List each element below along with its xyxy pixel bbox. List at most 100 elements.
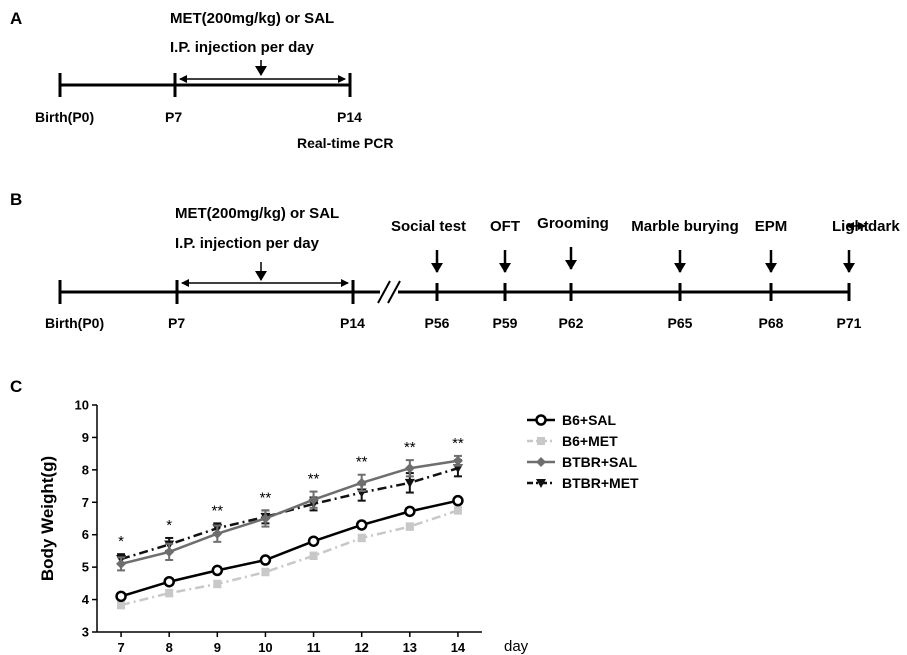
y-tick-label: 9 [82, 430, 89, 445]
panel-b-test-grooming: Grooming P62 [537, 215, 609, 331]
legend-label: B6+MET [562, 433, 618, 449]
data-point [452, 494, 464, 507]
significance-marker: ** [260, 489, 272, 506]
chart-annotations: ************ ** [118, 435, 464, 550]
data-point [116, 558, 127, 569]
panel-a-label-p14: P14 [337, 109, 362, 125]
test-name-dark: dark [868, 218, 900, 235]
y-tick-label: 5 [82, 560, 89, 575]
x-tick-label: 8 [166, 640, 173, 655]
x-tick-label: 12 [354, 640, 368, 655]
panel-b-test-epm: EPM P68 [755, 218, 788, 331]
panel-b-letter: B [10, 190, 22, 209]
legend-label: BTBR+SAL [562, 454, 638, 470]
panel-b-test-oft: OFT P59 [490, 218, 520, 331]
panel-a-label-p7: P7 [165, 109, 182, 125]
legend-item: BTBR+MET [527, 475, 639, 491]
data-point [309, 551, 318, 560]
significance-marker: ** [211, 502, 223, 519]
data-point [164, 546, 175, 557]
series-b6-met [117, 506, 462, 610]
y-tick-label: 7 [82, 495, 89, 510]
test-name-grooming: Grooming [537, 215, 609, 232]
panel-b-label-p7: P7 [168, 315, 185, 331]
y-axis-title: Body Weight(g) [38, 456, 57, 581]
data-point [307, 535, 320, 547]
y-tick-label: 10 [75, 398, 89, 413]
legend-item: B6+MET [527, 433, 618, 449]
series-line [120, 459, 459, 566]
data-point [259, 554, 272, 566]
panel-a-note: Real-time PCR [297, 135, 393, 151]
test-name-epm: EPM [755, 218, 788, 235]
panel-c-letter: C [10, 377, 22, 396]
chart-legend: B6+SAL B6+MET BTBR+SAL BTBR+MET [527, 412, 639, 491]
data-point [212, 528, 223, 539]
data-point [213, 580, 222, 589]
series-b6-sal [115, 494, 464, 603]
test-day-grooming: P62 [559, 315, 584, 331]
panel-b-break-mark-1 [377, 280, 391, 304]
x-tick-label: 7 [117, 640, 124, 655]
series-btbr-sal [116, 454, 463, 572]
panel-b-test-social: Social test P56 [391, 218, 466, 331]
chart-series [115, 454, 464, 610]
x-tick-label: 9 [214, 640, 221, 655]
legend-item: B6+SAL [527, 412, 617, 428]
panel-b-injection-label: I.P. injection per day [175, 235, 320, 252]
data-point [405, 522, 414, 531]
panel-b-label-birth: Birth(P0) [45, 315, 104, 331]
legend-swatch-marker [537, 437, 545, 445]
x-tick-label: 11 [307, 640, 321, 655]
data-point [117, 601, 126, 610]
data-point [404, 463, 415, 474]
data-point [452, 455, 463, 466]
panel-a: A MET(200mg/kg) or SAL I.P. injection pe… [10, 9, 393, 151]
data-point [165, 589, 174, 598]
data-point [261, 568, 270, 577]
y-tick-label: 8 [82, 462, 89, 477]
x-tick-label: 10 [258, 640, 272, 655]
data-point [260, 513, 271, 524]
panel-a-label-birth: Birth(P0) [35, 109, 94, 125]
test-day-epm: P68 [759, 315, 784, 331]
significance-marker: * [166, 517, 172, 534]
test-name-social: Social test [391, 218, 466, 235]
legend-swatch-marker [535, 414, 547, 426]
data-point [115, 590, 127, 603]
data-point [357, 533, 366, 542]
y-tick-label: 4 [82, 592, 90, 607]
significance-marker: ** [452, 435, 464, 452]
test-name-marble: Marble burying [631, 218, 739, 235]
panel-a-treatment-label: MET(200mg/kg) or SAL [170, 10, 334, 27]
test-day-light-dark: P71 [837, 315, 862, 331]
test-day-social: P56 [425, 315, 450, 331]
significance-marker: ** [356, 454, 368, 471]
x-tick-label: 14 [451, 640, 466, 655]
data-point [308, 494, 319, 505]
panel-b-treatment-label: MET(200mg/kg) or SAL [175, 205, 339, 222]
data-point [453, 506, 462, 515]
significance-marker: * [118, 533, 124, 550]
panel-a-letter: A [10, 9, 22, 28]
test-name-oft: OFT [490, 218, 520, 235]
panel-c: C 3 4 5 6 7 8 9 10 7 8 9 10 11 12 13 14 Body Weight(g) da… [10, 377, 639, 655]
series-line [120, 499, 459, 598]
data-point [404, 478, 415, 488]
data-point [211, 564, 224, 577]
data-point [163, 575, 175, 588]
legend-swatch-marker [536, 457, 546, 467]
y-tick-label: 6 [82, 527, 89, 542]
legend-label: BTBR+MET [562, 475, 639, 491]
data-point [356, 477, 367, 488]
data-point [355, 519, 368, 531]
legend-swatch-marker [536, 479, 546, 488]
significance-marker: ** [404, 439, 416, 456]
panel-b: B MET(200mg/kg) or SAL I.P. injection pe… [10, 190, 900, 331]
panel-b-label-p14: P14 [340, 315, 365, 331]
x-axis-title: day [504, 638, 529, 655]
test-day-marble: P65 [668, 315, 693, 331]
panel-b-test-marble: Marble burying P65 [631, 218, 739, 331]
